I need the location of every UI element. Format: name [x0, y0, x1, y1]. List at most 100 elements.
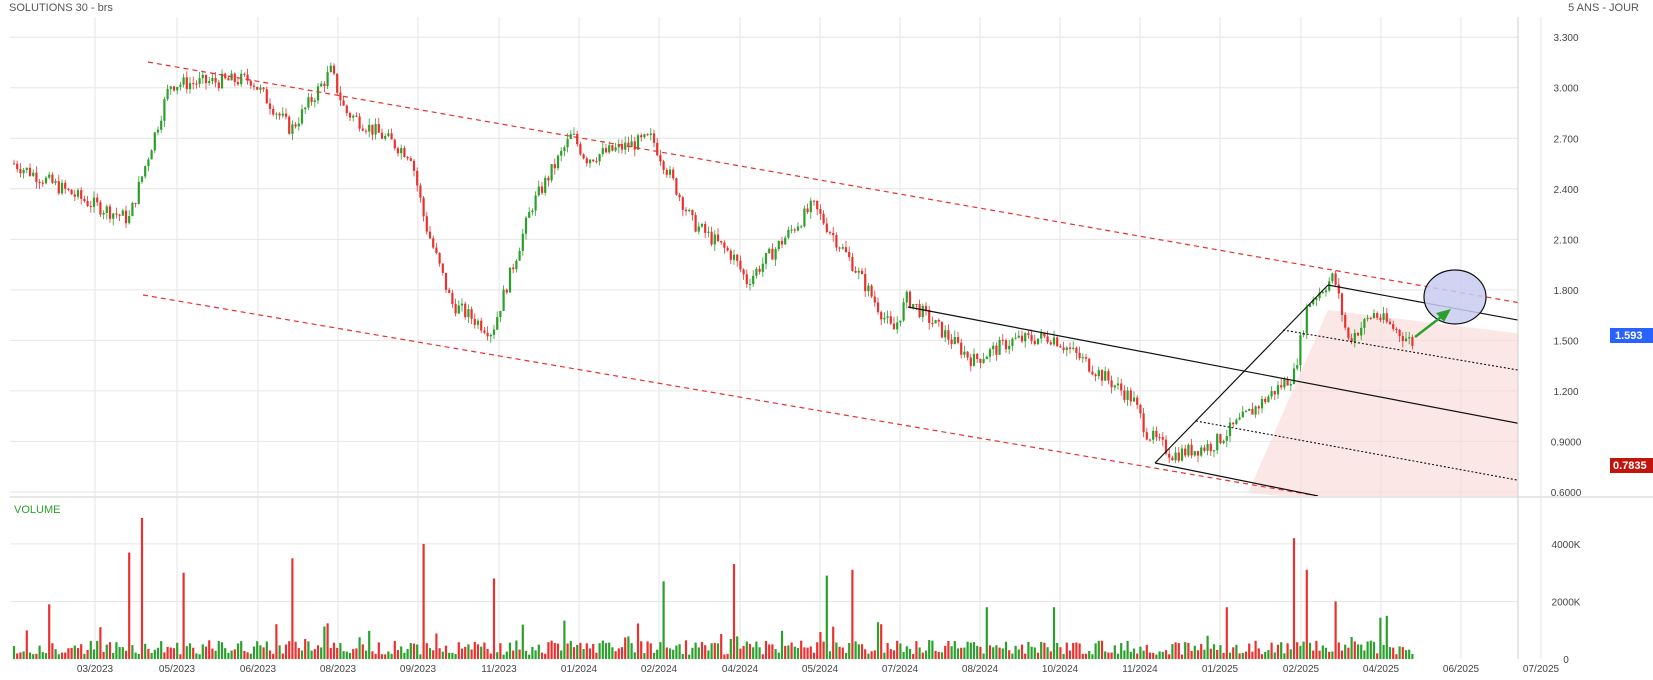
volume-bar [1142, 650, 1145, 659]
volume-bar [41, 652, 44, 659]
candle-body [96, 197, 99, 203]
volume-bar [22, 651, 25, 659]
candle-body [1091, 371, 1094, 375]
volume-bar [816, 642, 819, 659]
candle-body [387, 133, 390, 137]
volume-bar [185, 646, 188, 659]
volume-bar [748, 643, 752, 659]
volume-bar [716, 643, 720, 659]
candle-body [438, 253, 441, 264]
candle-body [496, 317, 499, 330]
candle-body [854, 270, 857, 273]
candle-body [800, 226, 803, 228]
candle-body [1228, 422, 1232, 437]
candle-body [259, 87, 262, 90]
candle-body [697, 226, 700, 232]
volume-bar [1267, 650, 1270, 659]
candle-body [684, 209, 688, 212]
volume-bar [528, 654, 531, 659]
candle-body [790, 229, 793, 231]
candle-body [835, 235, 838, 248]
candle-body [1308, 304, 1312, 308]
date-tick-label: 10/2024 [1042, 664, 1079, 675]
volume-bar [710, 643, 713, 659]
volume-bar [921, 652, 924, 659]
volume-bar [256, 641, 259, 659]
candle-body [892, 323, 896, 330]
volume-bar [1337, 642, 1340, 659]
volume-bar [1152, 652, 1155, 659]
candle-body [710, 231, 713, 245]
volume-bar [230, 650, 233, 659]
volume-bar [729, 639, 732, 659]
volume-bar [1164, 650, 1168, 659]
volume-bar [272, 653, 275, 659]
volume-bar [1280, 642, 1283, 659]
pitchfork-handle-line [1154, 284, 1329, 464]
candle-body [1254, 406, 1257, 415]
candle-body [425, 216, 428, 232]
candle-body [489, 334, 492, 337]
candle-body [1104, 371, 1107, 381]
candle-body [924, 305, 928, 311]
candle-body [1350, 338, 1353, 342]
volume-bar [233, 649, 236, 659]
volume-bar [1008, 650, 1011, 659]
volume-bar [947, 641, 950, 659]
volume-bar [1401, 647, 1404, 659]
candle-body [1270, 391, 1273, 397]
candle-body [598, 154, 601, 162]
candle-body [342, 100, 345, 106]
candle-body [950, 339, 953, 344]
volume-bar [265, 641, 268, 659]
volume-bar [435, 633, 438, 659]
candle-body [617, 144, 620, 148]
candle-body [1030, 335, 1033, 341]
volume-bar [1340, 650, 1344, 659]
candle-body [112, 213, 115, 219]
candle-body [307, 97, 310, 108]
volume-bar [774, 649, 777, 659]
volume-bar [1120, 643, 1123, 659]
candle-body [1222, 440, 1225, 444]
volume-bar [736, 636, 739, 659]
volume-bar [1273, 652, 1276, 659]
candle-body [611, 145, 614, 151]
volume-bar [880, 624, 883, 659]
candle-body [678, 194, 681, 198]
price-tick-label: 1.500 [1553, 336, 1578, 347]
candle-body [83, 198, 86, 202]
candle-body [947, 330, 950, 340]
candle-body [470, 309, 473, 319]
volume-bar [172, 648, 176, 659]
chart-grid [10, 17, 1542, 659]
chart-period-selector[interactable]: 5 ANS - JOUR [1568, 2, 1639, 14]
candle-body [384, 136, 387, 139]
candle-body [908, 291, 912, 308]
volume-bar [480, 646, 483, 659]
candle-body [636, 135, 640, 150]
volume-bar [1366, 641, 1369, 659]
candle-body [870, 285, 873, 297]
date-tick-label: 08/2024 [962, 664, 999, 675]
volume-bar [118, 647, 121, 659]
pitchfork-inner-dotted-2 [1195, 420, 1518, 481]
candle-body [339, 92, 342, 101]
volume-bar [1001, 648, 1004, 659]
volume-bar [1289, 649, 1292, 659]
volume-bar [67, 648, 70, 659]
volume-bar [688, 654, 691, 659]
candle-body [928, 310, 931, 323]
volume-bar [848, 643, 851, 659]
candle-body [944, 330, 947, 338]
volume-bar [1030, 646, 1033, 659]
candle-body [1203, 447, 1206, 451]
candle-body [451, 292, 454, 304]
candle-body [1344, 314, 1347, 328]
volume-bar [1065, 642, 1068, 659]
date-tick-label: 07/2024 [882, 664, 919, 675]
volume-bar [166, 646, 169, 659]
volume-bar [934, 650, 937, 659]
candle-body [412, 160, 416, 171]
